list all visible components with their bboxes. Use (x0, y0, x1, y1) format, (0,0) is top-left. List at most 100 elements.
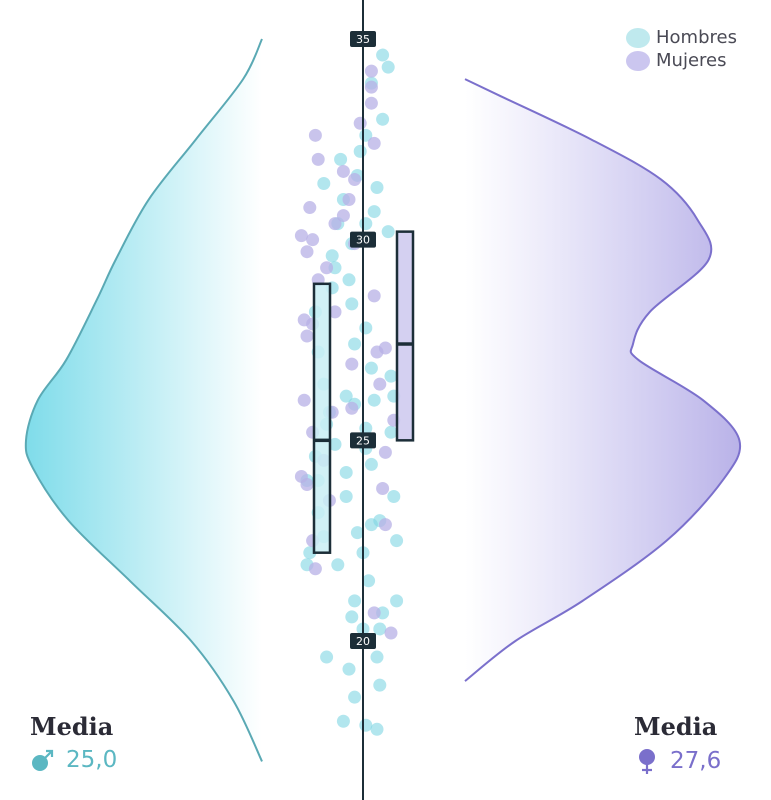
tick-bg-20 (350, 633, 376, 649)
point-mujeres-39 (364, 96, 378, 110)
point-hombres-12 (348, 594, 362, 608)
point-hombres-49 (342, 273, 356, 287)
point-mujeres-21 (328, 305, 342, 319)
point-mujeres-36 (367, 136, 381, 150)
tick-label-20: 20 (356, 635, 370, 648)
point-hombres-41 (384, 369, 398, 383)
male-symbol-icon (32, 749, 54, 771)
point-hombres-11 (390, 594, 404, 608)
box-mujeres (395, 230, 415, 442)
density-fill-hombres (25, 39, 263, 762)
point-mujeres-31 (303, 201, 317, 215)
point-mujeres-0 (384, 626, 398, 640)
point-mujeres-22 (367, 289, 381, 303)
point-hombres-6 (370, 650, 384, 664)
point-mujeres-20 (297, 313, 311, 327)
point-mujeres-37 (308, 128, 322, 142)
female-symbol-icon (639, 749, 655, 774)
density-outline-mujeres (464, 78, 742, 682)
legend: Hombres Mujeres (626, 26, 737, 72)
point-mujeres-2 (308, 562, 322, 576)
point-mujeres-6 (376, 481, 390, 495)
point-hombres-24 (387, 490, 401, 504)
mean-male-title: Media (30, 712, 114, 741)
tick-label-35: 35 (356, 33, 370, 46)
point-mujeres-35 (311, 152, 325, 166)
point-hombres-56 (367, 205, 381, 219)
point-hombres-59 (317, 176, 331, 190)
mean-female-block: Media 27,6 (634, 712, 721, 775)
point-mujeres-13 (345, 401, 359, 415)
point-mujeres-28 (294, 229, 308, 243)
point-hombres-15 (331, 558, 345, 572)
point-hombres-13 (362, 574, 376, 588)
point-mujeres-29 (328, 217, 342, 231)
point-hombres-42 (364, 361, 378, 375)
point-hombres-27 (339, 465, 353, 479)
point-mujeres-33 (348, 172, 362, 186)
tick-bg-35 (350, 31, 376, 47)
legend-swatch-hombres (626, 27, 650, 48)
point-mujeres-32 (342, 193, 356, 207)
point-hombres-64 (376, 112, 390, 126)
point-mujeres-16 (345, 357, 359, 371)
point-hombres-5 (342, 662, 356, 676)
point-hombres-3 (373, 678, 387, 692)
point-mujeres-42 (378, 341, 392, 355)
point-mujeres-8 (294, 469, 308, 483)
box-hombres (312, 282, 332, 554)
legend-item-hombres: Hombres (626, 26, 737, 49)
point-mujeres-43 (297, 393, 311, 407)
point-mujeres-34 (336, 164, 350, 178)
point-mujeres-25 (300, 245, 314, 259)
legend-item-mujeres: Mujeres (626, 49, 737, 72)
point-hombres-67 (376, 48, 390, 62)
tick-label-30: 30 (356, 234, 370, 247)
point-hombres-39 (339, 389, 353, 403)
point-hombres-0 (336, 714, 350, 728)
legend-swatch-mujeres (626, 50, 650, 71)
point-hombres-10 (345, 610, 359, 624)
point-mujeres-24 (320, 261, 334, 275)
point-mujeres-18 (300, 329, 314, 343)
point-hombres-2 (348, 690, 362, 704)
point-mujeres-27 (306, 233, 320, 247)
point-hombres-37 (367, 393, 381, 407)
point-hombres-23 (339, 490, 353, 504)
mean-female-value: 27,6 (670, 748, 722, 774)
density-fill-mujeres (465, 79, 741, 682)
point-mujeres-15 (373, 377, 387, 391)
mean-male-block: Media 25,0 (30, 712, 117, 773)
tick-bg-30 (350, 231, 376, 248)
point-mujeres-41 (364, 64, 378, 78)
point-hombres-31 (328, 437, 342, 451)
point-hombres-28 (364, 457, 378, 471)
point-hombres-61 (334, 152, 348, 166)
legend-label-hombres: Hombres (656, 27, 737, 48)
point-hombres-18 (390, 534, 404, 548)
point-hombres-66 (381, 60, 395, 74)
point-hombres-68 (359, 718, 373, 732)
point-hombres-45 (359, 321, 373, 335)
point-mujeres-38 (353, 116, 367, 130)
point-hombres-43 (348, 337, 362, 351)
point-mujeres-1 (367, 606, 381, 620)
point-hombres-54 (359, 217, 373, 231)
density-outline-hombres (24, 38, 263, 762)
point-hombres-20 (350, 526, 364, 540)
point-hombres-58 (370, 180, 384, 194)
tick-bg-25 (350, 432, 376, 449)
point-mujeres-10 (378, 445, 392, 459)
point-mujeres-30 (336, 209, 350, 223)
point-hombres-1 (370, 722, 384, 736)
point-hombres-7 (373, 622, 387, 636)
point-hombres-51 (325, 249, 339, 263)
point-hombres-32 (384, 425, 398, 439)
legend-label-mujeres: Mujeres (656, 50, 727, 71)
point-hombres-4 (320, 650, 334, 664)
mean-male-value: 25,0 (66, 747, 118, 773)
mean-female-title: Media (634, 712, 718, 741)
point-hombres-47 (345, 297, 359, 311)
point-hombres-62 (353, 144, 367, 158)
